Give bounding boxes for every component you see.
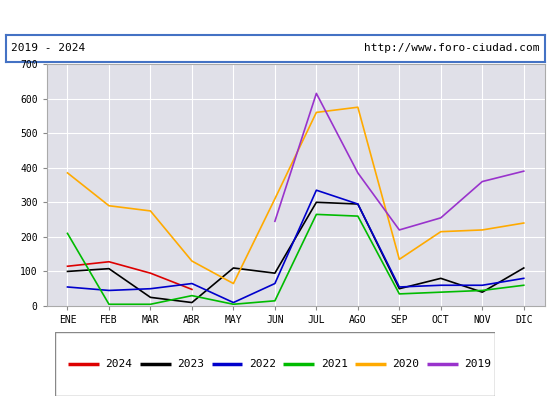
Text: 2023: 2023 <box>177 359 204 369</box>
Text: 2024: 2024 <box>106 359 133 369</box>
Text: 2019 - 2024: 2019 - 2024 <box>11 43 85 53</box>
Text: 2020: 2020 <box>393 359 420 369</box>
Text: 2021: 2021 <box>321 359 348 369</box>
Text: 2022: 2022 <box>249 359 276 369</box>
Text: 2019: 2019 <box>464 359 491 369</box>
Text: Evolucion Nº Turistas Nacionales en el municipio de Valdemanco del Esteras: Evolucion Nº Turistas Nacionales en el m… <box>0 10 550 24</box>
Text: http://www.foro-ciudad.com: http://www.foro-ciudad.com <box>364 43 539 53</box>
